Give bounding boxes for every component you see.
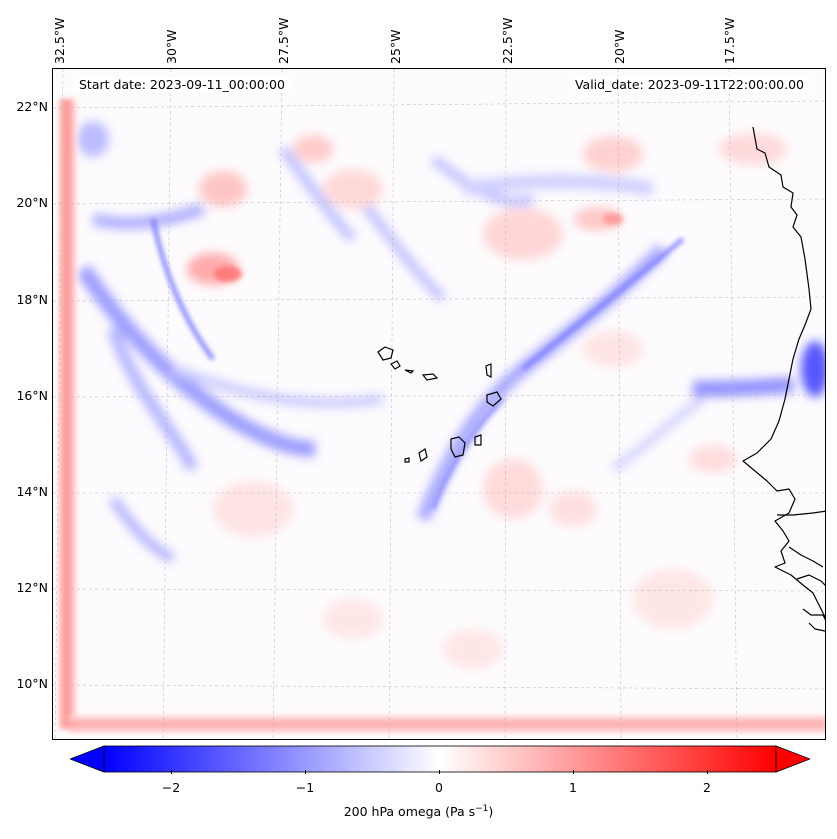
colorbar-tick-label: 2 (703, 780, 711, 795)
island (418, 448, 428, 462)
start-date-label: Start date: 2023-09-11_00:00:00 (74, 76, 290, 93)
cape-verde-islands (377, 346, 502, 463)
lat-label: 12°N (16, 580, 48, 595)
lon-label: 22.5°W (500, 17, 515, 64)
island (390, 360, 401, 370)
island (404, 369, 415, 374)
colorbar-tickmark (171, 770, 172, 774)
island (404, 457, 410, 463)
colorbar-tickmark (305, 770, 306, 774)
coastline-inlet (777, 510, 825, 516)
colorbar-tickmark (573, 770, 574, 774)
map-panel[interactable] (52, 68, 826, 740)
coastlines (742, 126, 825, 632)
island (450, 436, 466, 458)
colorbar-gradient (103, 745, 777, 773)
lat-label: 10°N (16, 676, 48, 691)
colorbar-tick-label: −2 (161, 780, 181, 795)
africa-coastline (742, 126, 825, 618)
lat-label: 22°N (16, 99, 48, 114)
island (485, 363, 492, 378)
lon-label: 27.5°W (276, 17, 291, 64)
omega-field-map (53, 69, 825, 739)
colorbar-tickmark (707, 770, 708, 774)
lon-label: 32.5°W (52, 17, 67, 64)
coastline-estuary (788, 546, 824, 568)
lon-label: 17.5°W (722, 17, 737, 64)
island (377, 346, 394, 361)
colorbar-label-text: 200 hPa omega (Pa s (343, 804, 476, 820)
lon-label: 25°W (388, 29, 403, 64)
valid-date-label: Valid_date: 2023-09-11T22:00:00.00 (569, 76, 809, 93)
lat-label: 20°N (16, 195, 48, 210)
lon-label: 20°W (612, 29, 627, 64)
colorbar-label-close: ) (488, 804, 494, 820)
lat-label: 14°N (16, 484, 48, 499)
lon-label: 30°W (164, 29, 179, 64)
lat-label: 16°N (16, 388, 48, 403)
island (474, 434, 482, 446)
colorbar-label: 200 hPa omega (Pa s−1) (0, 804, 837, 819)
colorbar-tickmark (439, 770, 440, 774)
colorbar-tick-label: 1 (569, 780, 577, 795)
omega-field (59, 99, 825, 733)
coastline-islands-south (802, 608, 825, 632)
colorbar-extend-high (775, 745, 810, 773)
island (421, 373, 439, 381)
colorbar-tick-label: 0 (435, 780, 443, 795)
graticule (53, 69, 825, 739)
colorbar (70, 745, 810, 773)
colorbar-label-exponent: −1 (475, 804, 489, 814)
colorbar-extend-low (70, 745, 105, 773)
coastline-bay (796, 574, 825, 586)
lat-label: 18°N (16, 292, 48, 307)
island (486, 391, 502, 407)
colorbar-tick-label: −1 (295, 780, 315, 795)
